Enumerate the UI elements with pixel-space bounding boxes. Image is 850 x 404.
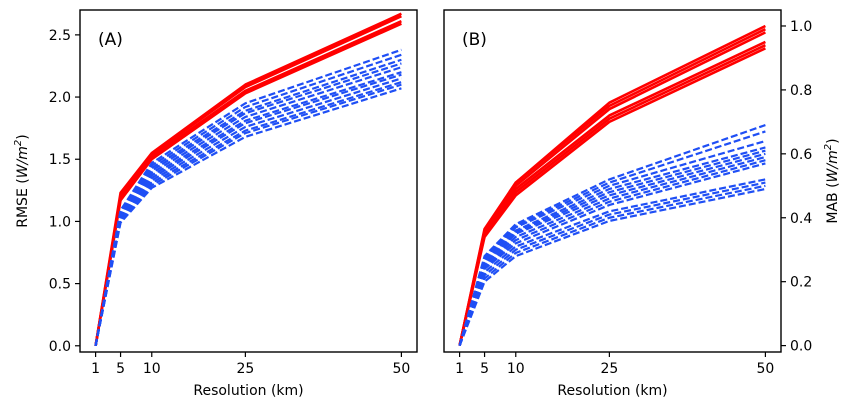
blue-dashed-series-line-4 bbox=[94, 87, 402, 346]
series-group bbox=[94, 12, 402, 346]
x-tick-label: 50 bbox=[756, 361, 774, 377]
x-tick-label: 1 bbox=[455, 361, 464, 377]
blue-dashed-series-line-14 bbox=[94, 48, 402, 346]
axes-frame bbox=[79, 9, 418, 353]
y-tick-label: 2.0 bbox=[49, 90, 71, 106]
x-tick-label: 25 bbox=[236, 361, 254, 377]
blue-dashed-series-line-10 bbox=[94, 66, 402, 346]
y-axis-label: RMSE (W/m2) bbox=[13, 134, 31, 228]
blue-dashed-series-line-8 bbox=[458, 181, 766, 346]
blue-dashed-series-line-16 bbox=[458, 139, 766, 346]
blue-dashed-series-line-7 bbox=[458, 184, 766, 346]
y-tick-label: 2.5 bbox=[49, 28, 71, 44]
y-tick-label: 0.0 bbox=[790, 339, 812, 355]
panel-b: 1 5 10 25 50 0.0 0.2 0.4 0.6 0.8 1.0 Resolution (km… bbox=[443, 9, 841, 399]
x-tick-label: 50 bbox=[392, 361, 410, 377]
y-tick-label: 0.4 bbox=[790, 211, 812, 227]
x-axis-label: Resolution (km) bbox=[193, 383, 303, 399]
blue-dashed-series-line-5 bbox=[94, 83, 402, 346]
blue-dashed-series-line-8 bbox=[94, 73, 402, 346]
blue-dashed-series-line-11 bbox=[94, 62, 402, 346]
blue-dashed-series-line-15 bbox=[458, 146, 766, 346]
y-axis-label: MAB (W/m2) bbox=[823, 138, 841, 223]
red-series-line-3 bbox=[94, 12, 402, 346]
blue-dashed-series-line-7 bbox=[94, 77, 402, 346]
panel-label: (A) bbox=[98, 30, 123, 50]
axes-frame bbox=[443, 9, 782, 353]
y-tick-label: 1.5 bbox=[49, 152, 71, 168]
blue-dashed-series-line-6 bbox=[458, 187, 766, 347]
x-tick-label: 10 bbox=[507, 361, 525, 377]
x-axis-label: Resolution (km) bbox=[557, 383, 667, 399]
y-tick-label: 1.0 bbox=[790, 19, 812, 35]
y-tick-label: 0.6 bbox=[790, 147, 812, 163]
y-tick-label: 1.0 bbox=[49, 214, 71, 230]
x-tick-label: 25 bbox=[600, 361, 618, 377]
blue-dashed-series-line-9 bbox=[94, 71, 402, 346]
y-tick-label: 0.8 bbox=[790, 83, 812, 99]
y-tick-label: 0.5 bbox=[49, 277, 71, 293]
x-tick-label: 10 bbox=[143, 361, 161, 377]
red-series-line-4 bbox=[458, 28, 766, 346]
x-tick-label: 1 bbox=[91, 361, 100, 377]
red-series-line-5 bbox=[458, 24, 766, 346]
blue-dashed-series-line-18 bbox=[458, 124, 766, 346]
y-tick-label: 0.2 bbox=[790, 275, 812, 291]
series-group bbox=[458, 24, 766, 347]
x-tick-label: 5 bbox=[116, 361, 125, 377]
panel-a: 1 5 10 25 50 0.0 0.5 1.0 1.5 2.0 2.5 Resolution (km… bbox=[13, 9, 418, 399]
y-tick-label: 0.0 bbox=[49, 339, 71, 355]
x-tick-label: 5 bbox=[480, 361, 489, 377]
blue-dashed-series-line-14 bbox=[458, 149, 766, 346]
panel-label: (B) bbox=[462, 30, 487, 50]
